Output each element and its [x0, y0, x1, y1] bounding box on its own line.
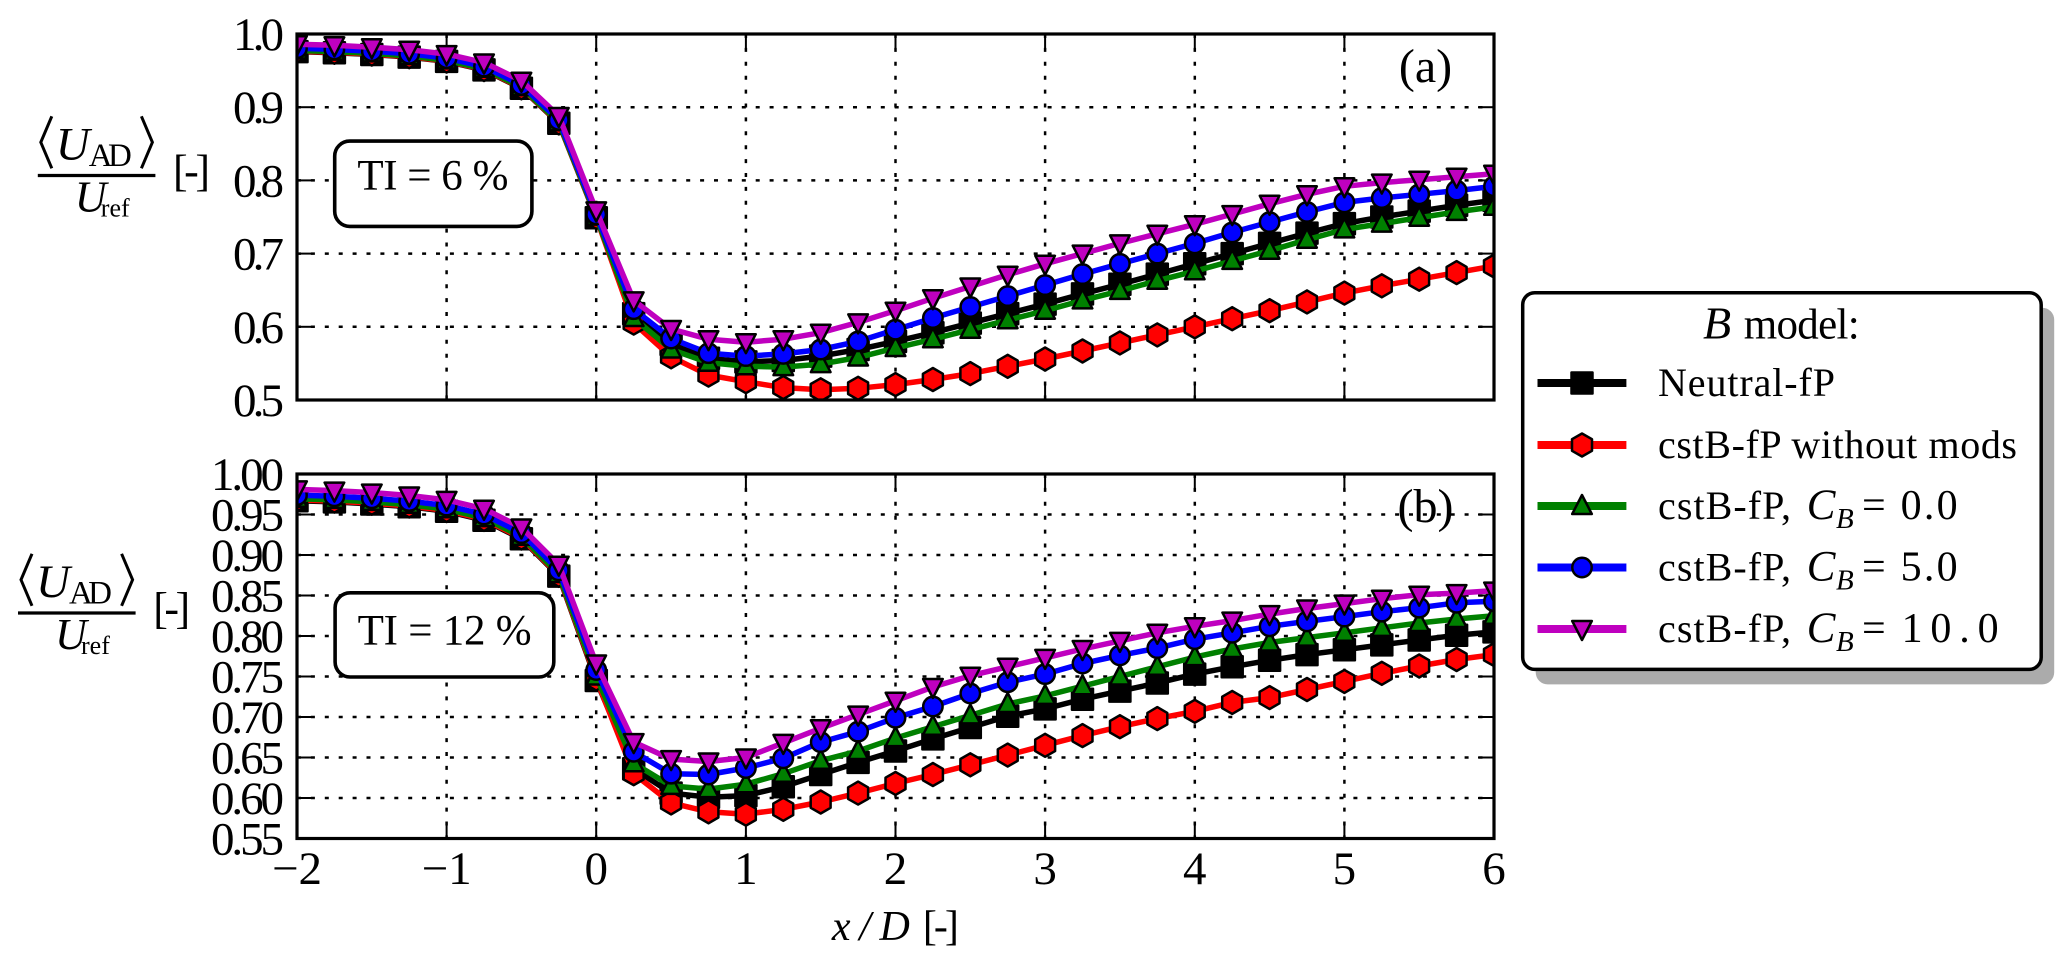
- svg-text:−2: −2: [272, 843, 322, 895]
- svg-text:0.8: 0.8: [233, 155, 284, 207]
- svg-text:1: 1: [734, 843, 758, 895]
- svg-text:cstB-fP,: cstB-fP,: [1658, 545, 1791, 590]
- svg-text:0.75: 0.75: [211, 652, 284, 704]
- svg-text:B: B: [1836, 503, 1854, 535]
- svg-text:ref: ref: [81, 631, 110, 660]
- svg-text:C: C: [1807, 605, 1837, 652]
- svg-text:C: C: [1807, 544, 1837, 591]
- svg-text:0.5: 0.5: [233, 375, 284, 427]
- svg-text:0.90: 0.90: [211, 530, 284, 582]
- svg-text:0.6: 0.6: [233, 302, 284, 354]
- svg-text:4: 4: [1183, 843, 1207, 895]
- svg-text:0.85: 0.85: [211, 571, 284, 623]
- svg-text:=: =: [1862, 483, 1886, 529]
- svg-text:U: U: [75, 173, 110, 222]
- svg-text:1.0: 1.0: [233, 9, 284, 61]
- svg-text:cstB-fP,: cstB-fP,: [1658, 483, 1791, 528]
- svg-text:=: =: [1862, 545, 1886, 591]
- svg-text:B: B: [1836, 565, 1854, 597]
- svg-text:(b): (b): [1398, 480, 1454, 533]
- svg-text:TI = 12 %: TI = 12 %: [358, 607, 532, 654]
- svg-text:0.70: 0.70: [211, 692, 284, 744]
- svg-text:AD: AD: [89, 138, 132, 174]
- svg-text:0.7: 0.7: [233, 229, 284, 281]
- svg-text:0.80: 0.80: [211, 611, 284, 663]
- svg-text:6: 6: [1482, 843, 1506, 895]
- svg-text:0.65: 0.65: [211, 733, 284, 785]
- svg-text:C: C: [1807, 482, 1837, 529]
- svg-text:model:: model:: [1744, 302, 1860, 349]
- svg-text:Neutral-fP: Neutral-fP: [1658, 360, 1835, 405]
- svg-text:U: U: [36, 556, 73, 608]
- svg-text:cstB-fP without mods: cstB-fP without mods: [1658, 422, 2017, 467]
- svg-text:B: B: [1703, 298, 1731, 349]
- svg-text:U: U: [55, 610, 90, 659]
- svg-text:U: U: [56, 118, 93, 170]
- svg-text:cstB-fP,: cstB-fP,: [1658, 606, 1791, 651]
- svg-text:0.0: 0.0: [1901, 483, 1958, 529]
- svg-text:[-]: [-]: [153, 584, 190, 633]
- svg-text:[-]: [-]: [173, 147, 210, 196]
- svg-text:2: 2: [884, 843, 908, 895]
- svg-text:0.9: 0.9: [233, 82, 284, 134]
- svg-text:0.55: 0.55: [211, 814, 284, 866]
- svg-text:B: B: [1836, 626, 1854, 658]
- svg-text:0.95: 0.95: [211, 490, 284, 542]
- svg-text:1.00: 1.00: [211, 449, 284, 501]
- svg-text:0.60: 0.60: [211, 773, 284, 825]
- svg-text:−1: −1: [422, 843, 472, 895]
- svg-text:ref: ref: [101, 194, 130, 223]
- svg-text:0: 0: [584, 843, 608, 895]
- svg-text:x/D: x/D: [831, 904, 910, 950]
- svg-text:=: =: [1862, 606, 1886, 652]
- svg-text:AD: AD: [69, 575, 112, 611]
- svg-text:(a): (a): [1399, 40, 1452, 93]
- svg-text:5: 5: [1333, 843, 1357, 895]
- svg-text:3: 3: [1033, 843, 1057, 895]
- svg-text:10.0: 10.0: [1902, 606, 1999, 652]
- svg-text:TI = 6 %: TI = 6 %: [357, 153, 508, 200]
- svg-text:[-]: [-]: [923, 904, 959, 950]
- svg-text:5.0: 5.0: [1901, 545, 1958, 591]
